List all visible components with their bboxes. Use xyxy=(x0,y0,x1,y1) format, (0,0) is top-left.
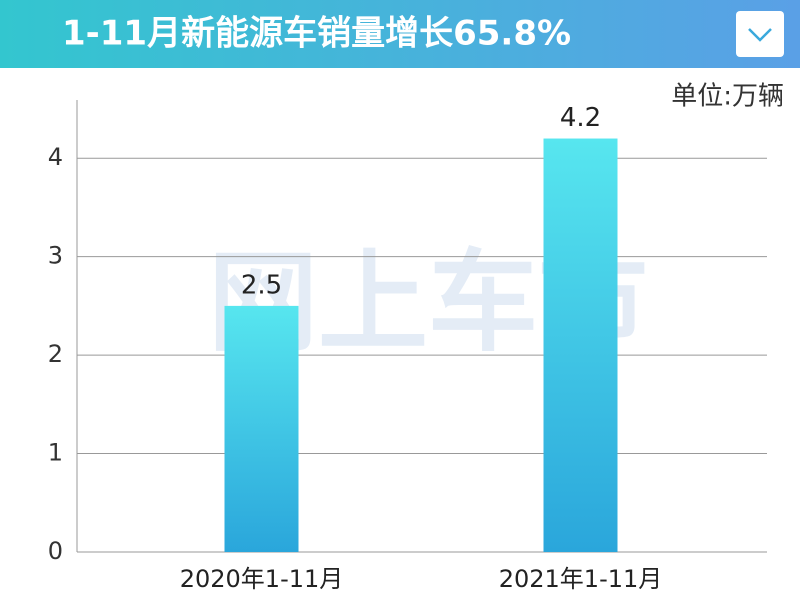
bar xyxy=(224,305,299,552)
y-tick-label: 3 xyxy=(48,242,63,270)
chart-title: 1-11月新能源车销量增长65.8% xyxy=(62,14,571,54)
x-tick-label: 2020年1-11月 xyxy=(180,565,344,593)
dropdown-button[interactable] xyxy=(736,11,784,57)
bar xyxy=(543,138,618,553)
y-tick-label: 4 xyxy=(48,143,63,171)
value-label: 2.5 xyxy=(241,270,282,300)
x-tick-label: 2021年1-11月 xyxy=(499,565,663,593)
value-label: 4.2 xyxy=(560,103,601,133)
y-tick-label: 2 xyxy=(48,340,63,368)
y-tick-label: 0 xyxy=(48,537,63,565)
y-tick-label: 1 xyxy=(48,439,63,467)
unit-label: 单位:万辆 xyxy=(671,82,784,112)
header-band xyxy=(0,0,800,68)
